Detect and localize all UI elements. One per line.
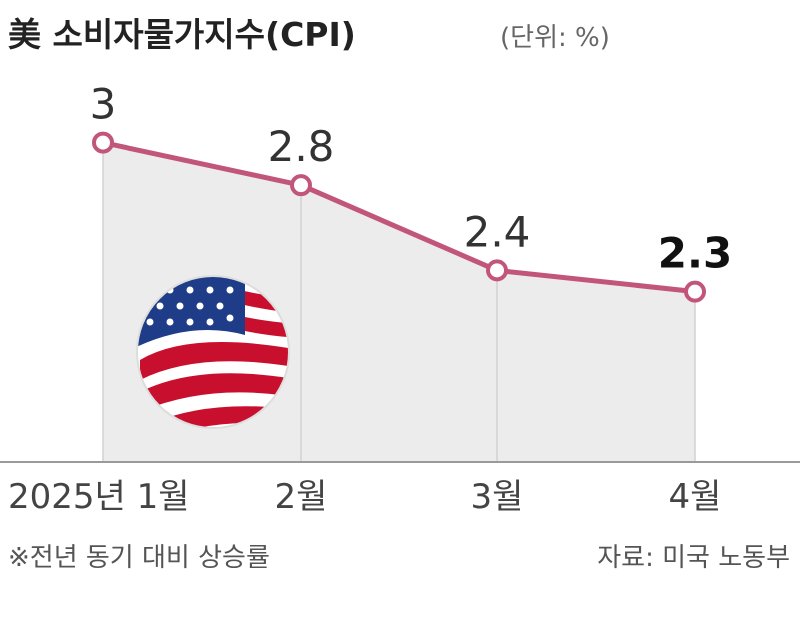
footnote: ※전년 동기 대비 상승률 xyxy=(8,543,270,573)
vertical-guides xyxy=(102,142,696,462)
x-tick-2: 3월 xyxy=(471,477,524,517)
series-line xyxy=(102,140,696,295)
data-points xyxy=(92,131,706,303)
data-point-2 xyxy=(486,259,508,282)
data-label-2: 2.4 xyxy=(464,207,531,256)
x-tick-3: 4월 xyxy=(669,477,722,517)
data-label-1: 2.8 xyxy=(268,122,335,171)
data-point-1 xyxy=(290,174,312,197)
chart-title: 美 소비자물가지수(CPI) xyxy=(8,15,356,54)
data-point-0 xyxy=(92,131,114,154)
data-labels: 3 2.8 2.4 2.3 xyxy=(90,80,733,278)
x-tick-1: 2월 xyxy=(275,477,328,517)
data-point-3 xyxy=(684,280,706,303)
data-label-3: 2.3 xyxy=(658,229,732,278)
unit-label: (단위: %) xyxy=(500,23,610,53)
data-label-0: 3 xyxy=(90,80,117,129)
x-tick-0: 2025년 1월 xyxy=(8,477,190,517)
x-tick-labels: 2025년 1월 2월 3월 4월 xyxy=(8,477,721,517)
source-label: 자료: 미국 노동부 xyxy=(597,543,790,573)
